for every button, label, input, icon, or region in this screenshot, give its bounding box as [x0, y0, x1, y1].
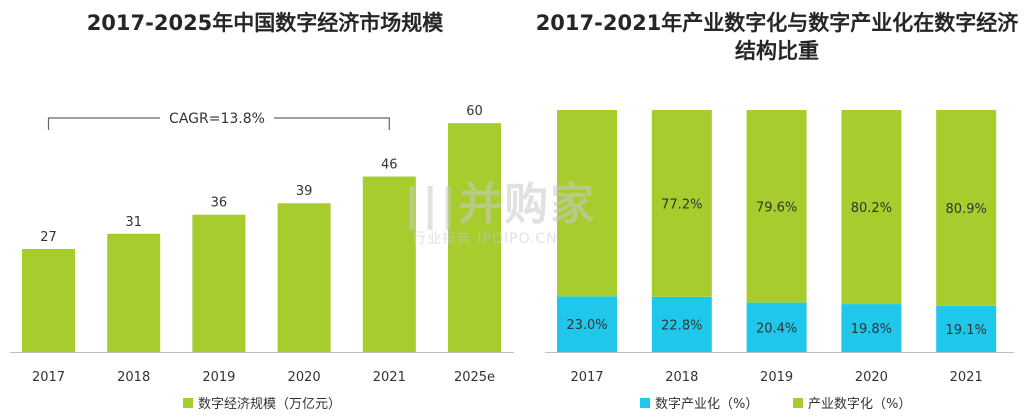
digital-industrialization-value-label: 22.8%	[661, 318, 702, 333]
market-size-x-tick-label: 2025e	[454, 370, 495, 385]
industrial-digitization-bar	[936, 110, 997, 306]
market-size-x-tick-label: 2020	[288, 370, 321, 385]
digital-industrialization-bar	[746, 302, 807, 352]
digital-industrialization-bar	[557, 296, 617, 352]
market-size-legend-label: 数字经济规模（万亿元）	[198, 397, 341, 412]
structure-x-tick-label: 2020	[855, 370, 888, 385]
digital-industrialization-bar	[651, 296, 712, 352]
market-size-value-label: 36	[211, 196, 228, 211]
chart-title-market-size: 2017-2025年中国数字经济市场规模	[86, 11, 444, 35]
cagr-annotation: CAGR=13.8%	[169, 111, 265, 127]
digital-industrialization-legend-swatch	[640, 398, 650, 408]
cagr-label-background	[160, 108, 274, 128]
industrial-digitization-value-label: 80.2%	[851, 201, 892, 216]
market-size-x-tick-label: 2019	[202, 370, 235, 385]
structure-x-tick-label: 2018	[665, 370, 698, 385]
market-size-value-label: 39	[296, 184, 313, 199]
market-size-value-label: 46	[381, 158, 398, 173]
market-size-value-label: 27	[40, 230, 57, 245]
digital-industrialization-value-label: 23.0%	[566, 318, 607, 333]
market-size-bar	[192, 214, 246, 352]
market-size-bar	[448, 123, 501, 353]
digital-industrialization-legend-label: 数字产业化（%）	[655, 397, 758, 412]
industrial-digitization-value-label: 80.9%	[946, 202, 987, 217]
digital-industrialization-value-label: 20.4%	[756, 321, 797, 336]
market-size-legend-swatch	[183, 398, 193, 408]
digital-industrialization-bar	[936, 305, 997, 352]
industrial-digitization-value-label: 77.2%	[661, 197, 702, 212]
industrial-digitization-bar	[651, 110, 712, 297]
industrial-digitization-bar	[746, 110, 807, 303]
structure-x-tick-label: 2017	[570, 370, 603, 385]
industrial-digitization-bar	[841, 110, 902, 305]
market-size-bar	[362, 176, 416, 352]
market-size-bar	[107, 233, 161, 352]
industrial-digitization-bar	[557, 110, 617, 297]
industrial-digitization-legend-label: 产业数字化（%）	[808, 397, 911, 412]
digital-industrialization-bar	[841, 304, 902, 352]
industrial-digitization-legend-swatch	[793, 398, 803, 408]
market-size-value-label: 60	[466, 104, 483, 119]
structure-x-tick-label: 2019	[760, 370, 793, 385]
industrial-digitization-value-label: 79.6%	[756, 200, 797, 215]
chart-title-structure: 2017-2021年产业数字化与数字产业化在数字经济结构比重	[535, 11, 1019, 63]
digital-industrialization-value-label: 19.8%	[851, 322, 892, 337]
market-size-value-label: 31	[125, 215, 142, 230]
market-size-x-tick-label: 2021	[373, 370, 406, 385]
market-size-bar	[277, 203, 331, 352]
market-size-x-tick-label: 2018	[117, 370, 150, 385]
market-size-bar	[22, 249, 75, 352]
digital-industrialization-value-label: 19.1%	[946, 323, 987, 338]
structure-x-tick-label: 2021	[950, 370, 983, 385]
market-size-x-tick-label: 2017	[32, 370, 65, 385]
